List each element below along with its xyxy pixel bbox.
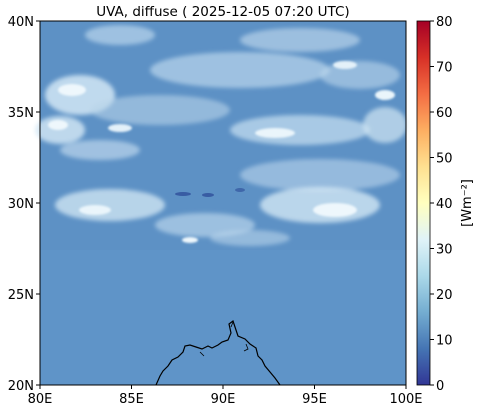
x-tick-label: 80E <box>28 392 53 407</box>
low-value-streak <box>175 188 245 197</box>
map-plot-area <box>35 20 407 386</box>
colorbar-tick-label: 30 <box>436 243 453 258</box>
x-tick-label: 85E <box>119 392 144 407</box>
colorbar-tick-label: 80 <box>436 15 453 30</box>
colorbar-tick-label: 70 <box>436 61 453 76</box>
map-title: UVA, diffuse ( 2025-12-05 07:20 UTC) <box>96 4 349 20</box>
x-tick-label: 100E <box>389 392 422 407</box>
colorbar-gradient <box>416 20 431 386</box>
colorbar-tick-label: 10 <box>436 334 453 349</box>
colorbar-tick-label: 50 <box>436 152 453 167</box>
colorbar-tick-label: 0 <box>436 379 444 394</box>
coastline-detail <box>199 321 249 357</box>
y-tick-label: 35N <box>8 106 34 121</box>
colorbar: 0 10 20 30 40 50 60 70 80 [Wm⁻²] <box>416 15 475 394</box>
y-tick-label: 40N <box>8 15 34 30</box>
colorbar-tick-label: 60 <box>436 106 453 121</box>
y-tick-label: 20N <box>8 379 34 394</box>
y-axis: 20N 25N 30N 35N 40N <box>8 15 40 394</box>
cloud-highlights <box>48 61 395 243</box>
x-axis: 80E 85E 90E 95E 100E <box>28 385 423 407</box>
colorbar-tick-label: 40 <box>436 197 453 212</box>
y-tick-label: 30N <box>8 197 34 212</box>
colorbar-ticks: 0 10 20 30 40 50 60 70 80 <box>430 15 453 394</box>
x-tick-label: 90E <box>211 392 236 407</box>
colorbar-tick-label: 20 <box>436 288 453 303</box>
southern-haze <box>40 250 406 385</box>
x-tick-label: 95E <box>302 392 327 407</box>
y-tick-label: 25N <box>8 288 34 303</box>
colorbar-label: [Wm⁻²] <box>460 179 475 227</box>
coastline <box>155 320 281 386</box>
